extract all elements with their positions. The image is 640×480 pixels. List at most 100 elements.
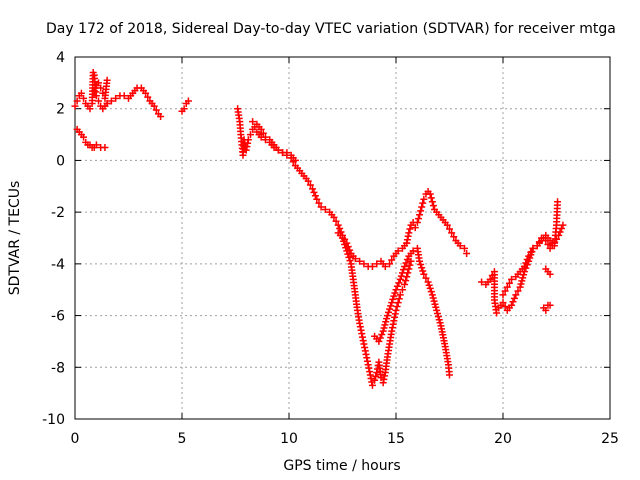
data-point [456,242,464,250]
data-point [246,131,254,139]
series-arc-12 [499,198,562,299]
data-point [418,264,426,272]
chart-title: Day 172 of 2018, Sidereal Day-to-day VTE… [46,21,616,37]
series-arc-5 [178,97,192,115]
data-point [142,89,150,97]
data-point [416,257,424,265]
data-point [527,248,535,256]
data-point [386,305,394,313]
data-point [398,269,406,277]
data-point [92,92,100,100]
data-point [387,302,395,310]
data-point [503,283,511,291]
y-tick-label: -10 [42,412,65,428]
data-point [388,256,396,264]
series-arc-9 [371,244,453,379]
data-point [371,376,379,384]
data-point [434,313,442,321]
data-point [395,279,403,287]
data-point [426,284,434,292]
data-point [336,225,344,233]
data-point [529,244,537,252]
data-point [101,144,109,151]
data-point [422,274,430,282]
data-point [97,84,105,92]
data-point [512,291,520,299]
data-point [517,280,525,288]
data-point [546,301,554,309]
data-point [330,213,338,221]
data-point [317,203,325,211]
data-point [509,298,517,306]
series-arc-10 [403,187,471,258]
data-point [425,281,433,289]
data-point [429,202,437,210]
data-point [554,198,562,206]
data-point [346,257,354,265]
data-point [510,294,518,302]
data-point [144,93,152,101]
data-point [424,278,432,286]
data-point [463,250,471,258]
data-point [523,256,531,264]
data-point [381,321,389,329]
data-point [519,274,527,282]
data-point [332,217,340,225]
data-point [257,125,265,133]
data-point [416,211,424,219]
data-point [414,215,422,223]
data-point [419,199,427,207]
data-point [261,133,269,141]
data-point [339,234,346,242]
data-point [157,112,165,120]
x-tick-labels: 0 5 10 15 20 25 [71,431,619,447]
data-point [435,316,443,324]
data-point [345,253,353,261]
series-arc-8 [334,229,415,389]
data-point [508,275,516,283]
data-point [334,221,342,229]
data-point [379,327,387,335]
x-tick-label: 20 [494,431,512,447]
data-point [450,233,458,241]
data-points [71,69,567,389]
data-point [542,306,550,314]
data-point [392,306,400,314]
y-tick-label: -2 [51,205,65,221]
data-point [306,181,314,189]
data-point [274,146,282,154]
series-arc-6 [234,105,411,270]
data-point [375,337,383,345]
data-point [380,324,388,332]
data-point [376,334,384,342]
data-point [382,318,390,326]
data-point [311,192,319,200]
data-point [351,255,359,263]
data-point [508,301,516,309]
data-point [419,267,427,275]
data-point [446,225,453,233]
series-arc-4 [73,125,109,151]
x-tick-label: 0 [71,431,80,447]
data-point [386,260,394,268]
data-point [427,288,435,296]
data-point [310,188,318,196]
data-point [389,295,397,303]
data-point [418,203,426,211]
data-point [90,87,98,95]
data-point [426,190,434,198]
data-point [401,262,409,270]
data-point [344,250,352,258]
data-point [396,291,404,299]
data-point [184,97,192,105]
y-tick-label: -4 [51,257,65,273]
data-point [499,299,507,307]
data-point [434,310,442,318]
data-point [368,262,376,270]
data-point [522,259,530,267]
data-point [516,283,524,291]
data-point [420,195,428,203]
series-arc-3 [103,84,165,120]
data-point [180,105,188,113]
data-point [428,198,436,206]
